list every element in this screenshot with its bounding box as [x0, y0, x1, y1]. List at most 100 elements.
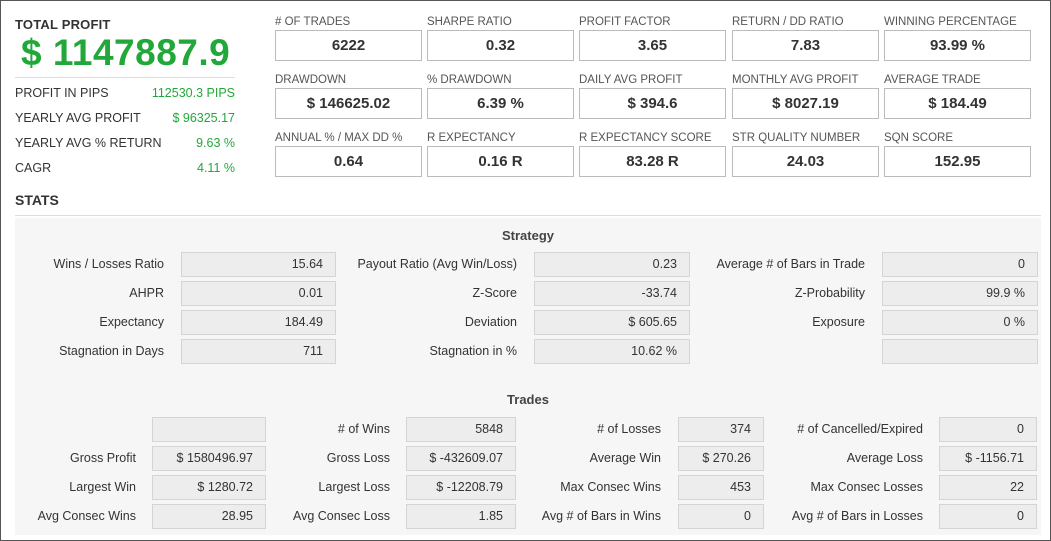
stat-label: Avg Consec Loss: [292, 509, 390, 523]
stat-label: Max Consec Losses: [810, 480, 923, 494]
metric-value: 0.32: [427, 30, 574, 61]
metric-value: 6.39 %: [427, 88, 574, 119]
profit-in-pips-row: PROFIT IN PIPS 112530.3 PIPS: [15, 83, 235, 103]
stat-label: # of Losses: [597, 422, 661, 436]
metric-r-expectancy-score: R EXPECTANCY SCORE 83.28 R: [579, 131, 726, 177]
cagr-value: 4.11 %: [197, 161, 235, 175]
stat-label: Gross Profit: [70, 451, 136, 465]
metric-value: 93.99 %: [884, 30, 1031, 61]
metric-label: R EXPECTANCY SCORE: [579, 132, 712, 144]
stat-value: 99.9 %: [882, 281, 1038, 306]
stat-value: 10.62 %: [534, 339, 690, 364]
stat-value: 184.49: [181, 310, 336, 335]
stat-value: $ -1156.71: [939, 446, 1037, 471]
yearly-avg-profit-label: YEARLY AVG PROFIT: [15, 111, 141, 125]
metric-label: MONTHLY AVG PROFIT: [732, 74, 859, 86]
cagr-row: CAGR 4.11 %: [15, 158, 235, 178]
stat-label: Gross Loss: [326, 451, 390, 465]
metric-annual-max-dd: ANNUAL % / MAX DD % 0.64: [275, 131, 422, 177]
stat-value: 0: [939, 504, 1037, 529]
stat-label: Avg # of Bars in Wins: [541, 509, 661, 523]
stat-value: $ -12208.79: [406, 475, 516, 500]
metric-label: WINNING PERCENTAGE: [884, 16, 1017, 28]
yearly-avg-return-label: YEARLY AVG % RETURN: [15, 136, 162, 150]
metric-percent-drawdown: % DRAWDOWN 6.39 %: [427, 73, 574, 119]
stat-value: 0: [678, 504, 764, 529]
stat-label: Largest Win: [69, 480, 136, 494]
stat-value: 453: [678, 475, 764, 500]
stat-value: 0: [939, 417, 1037, 442]
metric-winning-percentage: WINNING PERCENTAGE 93.99 %: [884, 15, 1031, 61]
metric-label: PROFIT FACTOR: [579, 16, 671, 28]
stats-divider: [15, 215, 1041, 216]
metric-average-trade: AVERAGE TRADE $ 184.49: [884, 73, 1031, 119]
stat-label: Largest Loss: [318, 480, 390, 494]
stat-value: 0.23: [534, 252, 690, 277]
stat-value: $ 1280.72: [152, 475, 266, 500]
total-profit-divider: [15, 77, 235, 78]
stat-value: $ 605.65: [534, 310, 690, 335]
metric-daily-avg-profit: DAILY AVG PROFIT $ 394.6: [579, 73, 726, 119]
metric-value: $ 8027.19: [732, 88, 879, 119]
stat-value: 0.01: [181, 281, 336, 306]
stat-value: 28.95: [152, 504, 266, 529]
stat-label: AHPR: [129, 286, 164, 300]
metric-label: # OF TRADES: [275, 16, 351, 28]
metric-label: ANNUAL % / MAX DD %: [275, 132, 403, 144]
strategy-section-title: Strategy: [501, 228, 555, 243]
metric-str-quality-number: STR QUALITY NUMBER 24.03: [732, 131, 879, 177]
metric-num-trades: # OF TRADES 6222: [275, 15, 422, 61]
stat-value: -33.74: [534, 281, 690, 306]
metric-sharpe-ratio: SHARPE RATIO 0.32: [427, 15, 574, 61]
stat-value: $ 1580496.97: [152, 446, 266, 471]
stat-label: Average Loss: [846, 451, 923, 465]
stat-value: 374: [678, 417, 764, 442]
metric-value: 7.83: [732, 30, 879, 61]
stat-label: Stagnation in Days: [59, 344, 164, 358]
cagr-label: CAGR: [15, 161, 52, 175]
stats-title: STATS: [15, 192, 59, 208]
stat-value: $ 270.26: [678, 446, 764, 471]
metric-label: DAILY AVG PROFIT: [579, 74, 683, 86]
metric-value: $ 146625.02: [275, 88, 422, 119]
metric-value: 83.28 R: [579, 146, 726, 177]
metric-label: R EXPECTANCY: [427, 132, 516, 144]
metric-monthly-avg-profit: MONTHLY AVG PROFIT $ 8027.19: [732, 73, 879, 119]
metric-label: SQN SCORE: [884, 132, 954, 144]
metric-value: $ 394.6: [579, 88, 726, 119]
metric-drawdown: DRAWDOWN $ 146625.02: [275, 73, 422, 119]
metric-label: DRAWDOWN: [275, 74, 347, 86]
metric-label: AVERAGE TRADE: [884, 74, 981, 86]
stat-value: [152, 417, 266, 442]
metric-value: 152.95: [884, 146, 1031, 177]
metric-profit-factor: PROFIT FACTOR 3.65: [579, 15, 726, 61]
yearly-avg-return-row: YEARLY AVG % RETURN 9.63 %: [15, 133, 235, 153]
metric-value: 3.65: [579, 30, 726, 61]
metric-label: STR QUALITY NUMBER: [732, 132, 861, 144]
profit-in-pips-value: 112530.3 PIPS: [151, 86, 235, 100]
stat-value: 711: [181, 339, 336, 364]
stat-label: Deviation: [464, 315, 517, 329]
stat-value: 1.85: [406, 504, 516, 529]
stat-label: Average Win: [589, 451, 661, 465]
metric-r-expectancy: R EXPECTANCY 0.16 R: [427, 131, 574, 177]
metric-value: 0.64: [275, 146, 422, 177]
stat-value: 0: [882, 252, 1038, 277]
yearly-avg-profit-row: YEARLY AVG PROFIT $ 96325.17: [15, 108, 235, 128]
stat-label: Z-Probability: [794, 286, 865, 300]
stat-value: $ -432609.07: [406, 446, 516, 471]
metric-value: 6222: [275, 30, 422, 61]
stat-value: [882, 339, 1038, 364]
metric-value: $ 184.49: [884, 88, 1031, 119]
stat-label: Avg Consec Wins: [37, 509, 136, 523]
metric-value: 24.03: [732, 146, 879, 177]
yearly-avg-return-value: 9.63 %: [196, 136, 235, 150]
stat-label: Stagnation in %: [429, 344, 517, 358]
stat-label: Payout Ratio (Avg Win/Loss): [357, 257, 517, 271]
stat-label: Avg # of Bars in Losses: [791, 509, 923, 523]
stat-value: 15.64: [181, 252, 336, 277]
stat-value: 22: [939, 475, 1037, 500]
yearly-avg-profit-value: $ 96325.17: [172, 111, 235, 125]
stat-label: Expectancy: [99, 315, 164, 329]
